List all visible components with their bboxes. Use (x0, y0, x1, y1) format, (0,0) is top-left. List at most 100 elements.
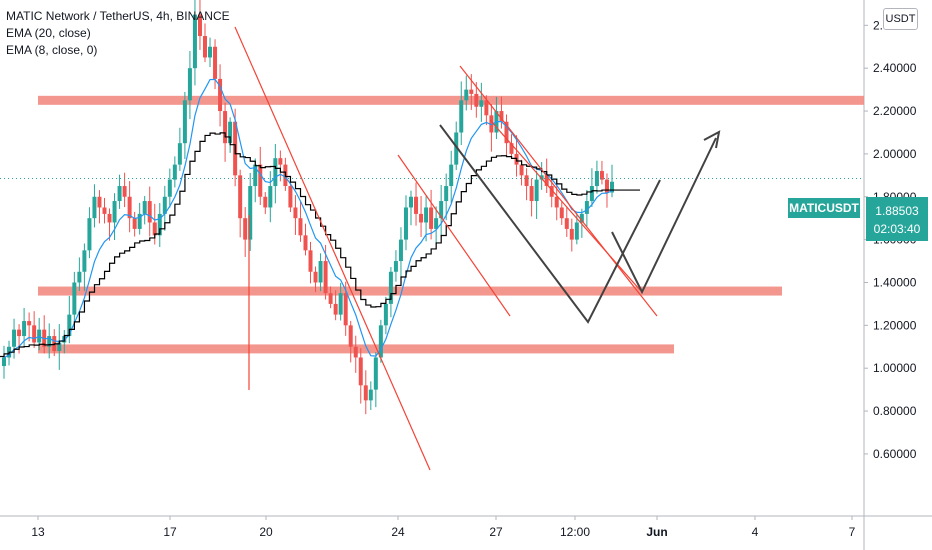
candle-body (464, 89, 469, 101)
candle-body (363, 385, 368, 401)
bar-countdown: 02:03:40 (873, 222, 921, 236)
candle-body (293, 207, 298, 219)
candle-body (318, 261, 323, 283)
projection-path-w (439, 124, 661, 324)
candle-body (298, 218, 303, 236)
x-tick-label: 12:00 (560, 525, 590, 539)
candle-body (208, 46, 213, 58)
candle-body (303, 235, 308, 251)
candle-body (278, 158, 283, 165)
candle-body (388, 271, 393, 304)
candle-body (439, 201, 444, 219)
candle-body (177, 143, 182, 165)
candle-body (77, 271, 82, 283)
y-tick-label: 0.80000 (873, 404, 917, 418)
currency-button[interactable]: USDT (883, 8, 918, 30)
candle-body (67, 314, 72, 337)
last-price-label: 1.88503 02:03:40 (866, 197, 928, 241)
candle-body (162, 196, 167, 214)
candle-body (534, 179, 539, 202)
chart-legend: MATIC Network / TetherUS, 4h, BINANCE EM… (6, 8, 230, 59)
candle-body (263, 196, 268, 208)
candle-body (253, 164, 258, 187)
last-price-value: 1.88503 (875, 204, 919, 218)
candle-body (434, 218, 439, 229)
y-tick-label: 2.20000 (873, 104, 917, 118)
candle-body (2, 357, 6, 367)
candle-body (338, 293, 343, 315)
candle-body (368, 389, 373, 401)
symbol-label: MATICUSDT (788, 198, 860, 218)
candle-body (152, 222, 157, 236)
candle-body (273, 158, 278, 187)
candle-body (489, 115, 494, 133)
candle-body (258, 164, 263, 197)
candle-body (449, 164, 454, 187)
candle-body (172, 164, 177, 180)
candle-body (484, 100, 489, 116)
candle-body (117, 186, 122, 202)
candle-body (479, 100, 484, 107)
candle-body (539, 175, 544, 180)
candle-body (504, 121, 509, 144)
candle-body (223, 111, 228, 144)
candle-body (554, 196, 559, 208)
candle-body (197, 14, 202, 37)
candle-body (604, 179, 609, 193)
candle-body (92, 196, 97, 219)
candle-body (348, 325, 353, 347)
x-tick-label: 7 (849, 525, 856, 539)
legend-title: MATIC Network / TetherUS, 4h, BINANCE (6, 9, 230, 23)
candle-body (107, 213, 112, 223)
candle-body (308, 250, 313, 272)
candle-body (383, 303, 388, 326)
candle-body (97, 196, 102, 208)
candle-body (414, 196, 419, 214)
candle-body (519, 164, 524, 176)
y-tick-label: 2.40000 (873, 61, 917, 75)
candle-body (72, 282, 77, 315)
candle-body (142, 201, 147, 214)
candle-body (353, 346, 358, 358)
candle-body (564, 218, 569, 229)
y-tick-label: 1.20000 (873, 318, 917, 332)
x-tick-label: Jun (646, 525, 667, 539)
candle-body (429, 207, 434, 229)
candle-body (409, 196, 414, 208)
legend-ema20[interactable]: EMA (20, close) (6, 26, 91, 40)
candle-body (228, 121, 233, 144)
candle-body (288, 186, 293, 208)
candle-body (102, 207, 107, 214)
x-tick-label: 27 (489, 525, 503, 539)
candle-body (358, 357, 363, 386)
candle-body (328, 293, 333, 304)
candle-body (167, 179, 172, 197)
legend-ema8[interactable]: EMA (8, close, 0) (6, 43, 98, 57)
projection-arrowhead (703, 130, 721, 149)
ema-fast-line (3, 78, 613, 359)
ema-slow-line (0, 132, 640, 358)
sr-zone (38, 286, 782, 296)
candle-body (32, 325, 37, 343)
candle-body (17, 329, 22, 337)
candle-body (182, 100, 187, 144)
candle-body (444, 186, 449, 202)
candle-body (549, 186, 554, 197)
y-tick-label: 2.00000 (873, 147, 917, 161)
candle-body (419, 213, 424, 223)
candle-body (132, 218, 137, 229)
candle-body (599, 171, 604, 180)
trendline (234, 26, 431, 471)
candle-body (343, 293, 348, 326)
candle-body (393, 261, 398, 272)
candle-body (333, 303, 338, 315)
candle-body (202, 36, 207, 58)
x-tick-label: 13 (31, 525, 45, 539)
candle-body (569, 228, 574, 240)
candle-body (524, 175, 529, 187)
y-tick-label: 1.00000 (873, 361, 917, 375)
candle-body (403, 207, 408, 240)
candle-body (378, 325, 383, 358)
